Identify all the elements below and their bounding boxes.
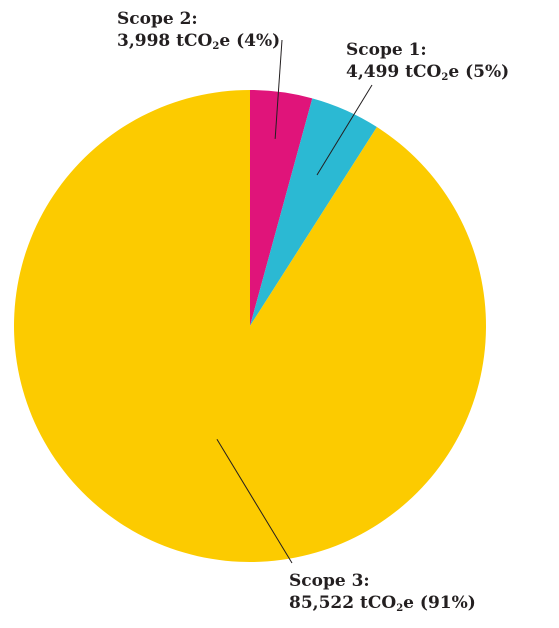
scope-2-value: 3,998 tCO2e (4%) <box>117 31 281 52</box>
scope-3-title: Scope 3: <box>289 571 370 591</box>
scope-2-title: Scope 2: <box>117 9 198 29</box>
scope-2-label: Scope 2: 3,998 tCO2e (4%) <box>117 8 280 52</box>
scope-3-label: Scope 3: 85,522 tCO2e (91%) <box>289 570 476 614</box>
scope-1-leader-line <box>316 84 373 176</box>
scope-1-label: Scope 1: 4,499 tCO2e (5%) <box>346 39 509 83</box>
scope-2-slice <box>250 90 313 326</box>
scope-1-slice <box>250 98 377 327</box>
scope-1-value: 4,499 tCO2e (5%) <box>346 62 510 83</box>
scope-1-title: Scope 1: <box>346 40 427 60</box>
scope-3-value: 85,522 tCO2e (91%) <box>289 593 476 614</box>
scope-3-slice <box>14 90 487 562</box>
scope-2-leader-line <box>274 39 283 139</box>
scope-3-leader-line <box>216 439 293 564</box>
